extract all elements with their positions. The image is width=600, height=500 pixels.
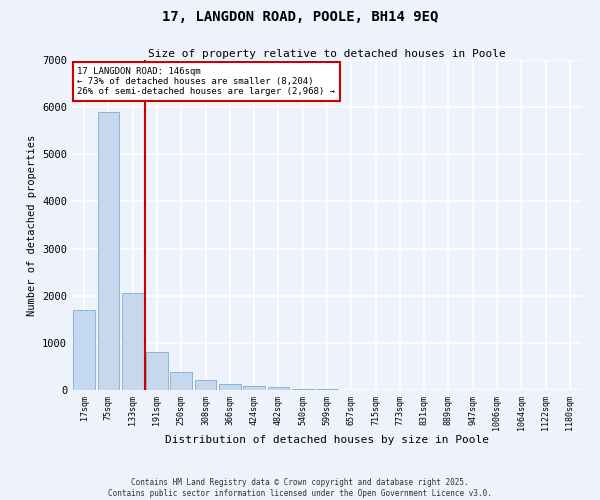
Bar [146, 352, 168, 390]
Bar [316, 389, 338, 390]
Text: 17 LANGDON ROAD: 146sqm
← 73% of detached houses are smaller (8,204)
26% of semi: 17 LANGDON ROAD: 146sqm ← 73% of detache… [77, 66, 335, 96]
Bar [97, 112, 119, 390]
Bar [268, 388, 289, 390]
Bar [292, 388, 314, 390]
Bar [73, 310, 95, 390]
Y-axis label: Number of detached properties: Number of detached properties [26, 134, 37, 316]
Text: Contains HM Land Registry data © Crown copyright and database right 2025.
Contai: Contains HM Land Registry data © Crown c… [108, 478, 492, 498]
Bar [170, 372, 192, 390]
Bar [219, 384, 241, 390]
Bar [122, 294, 143, 390]
X-axis label: Distribution of detached houses by size in Poole: Distribution of detached houses by size … [165, 436, 489, 446]
Text: 17, LANGDON ROAD, POOLE, BH14 9EQ: 17, LANGDON ROAD, POOLE, BH14 9EQ [162, 10, 438, 24]
Bar [243, 386, 265, 390]
Title: Size of property relative to detached houses in Poole: Size of property relative to detached ho… [148, 49, 506, 59]
Bar [194, 380, 217, 390]
